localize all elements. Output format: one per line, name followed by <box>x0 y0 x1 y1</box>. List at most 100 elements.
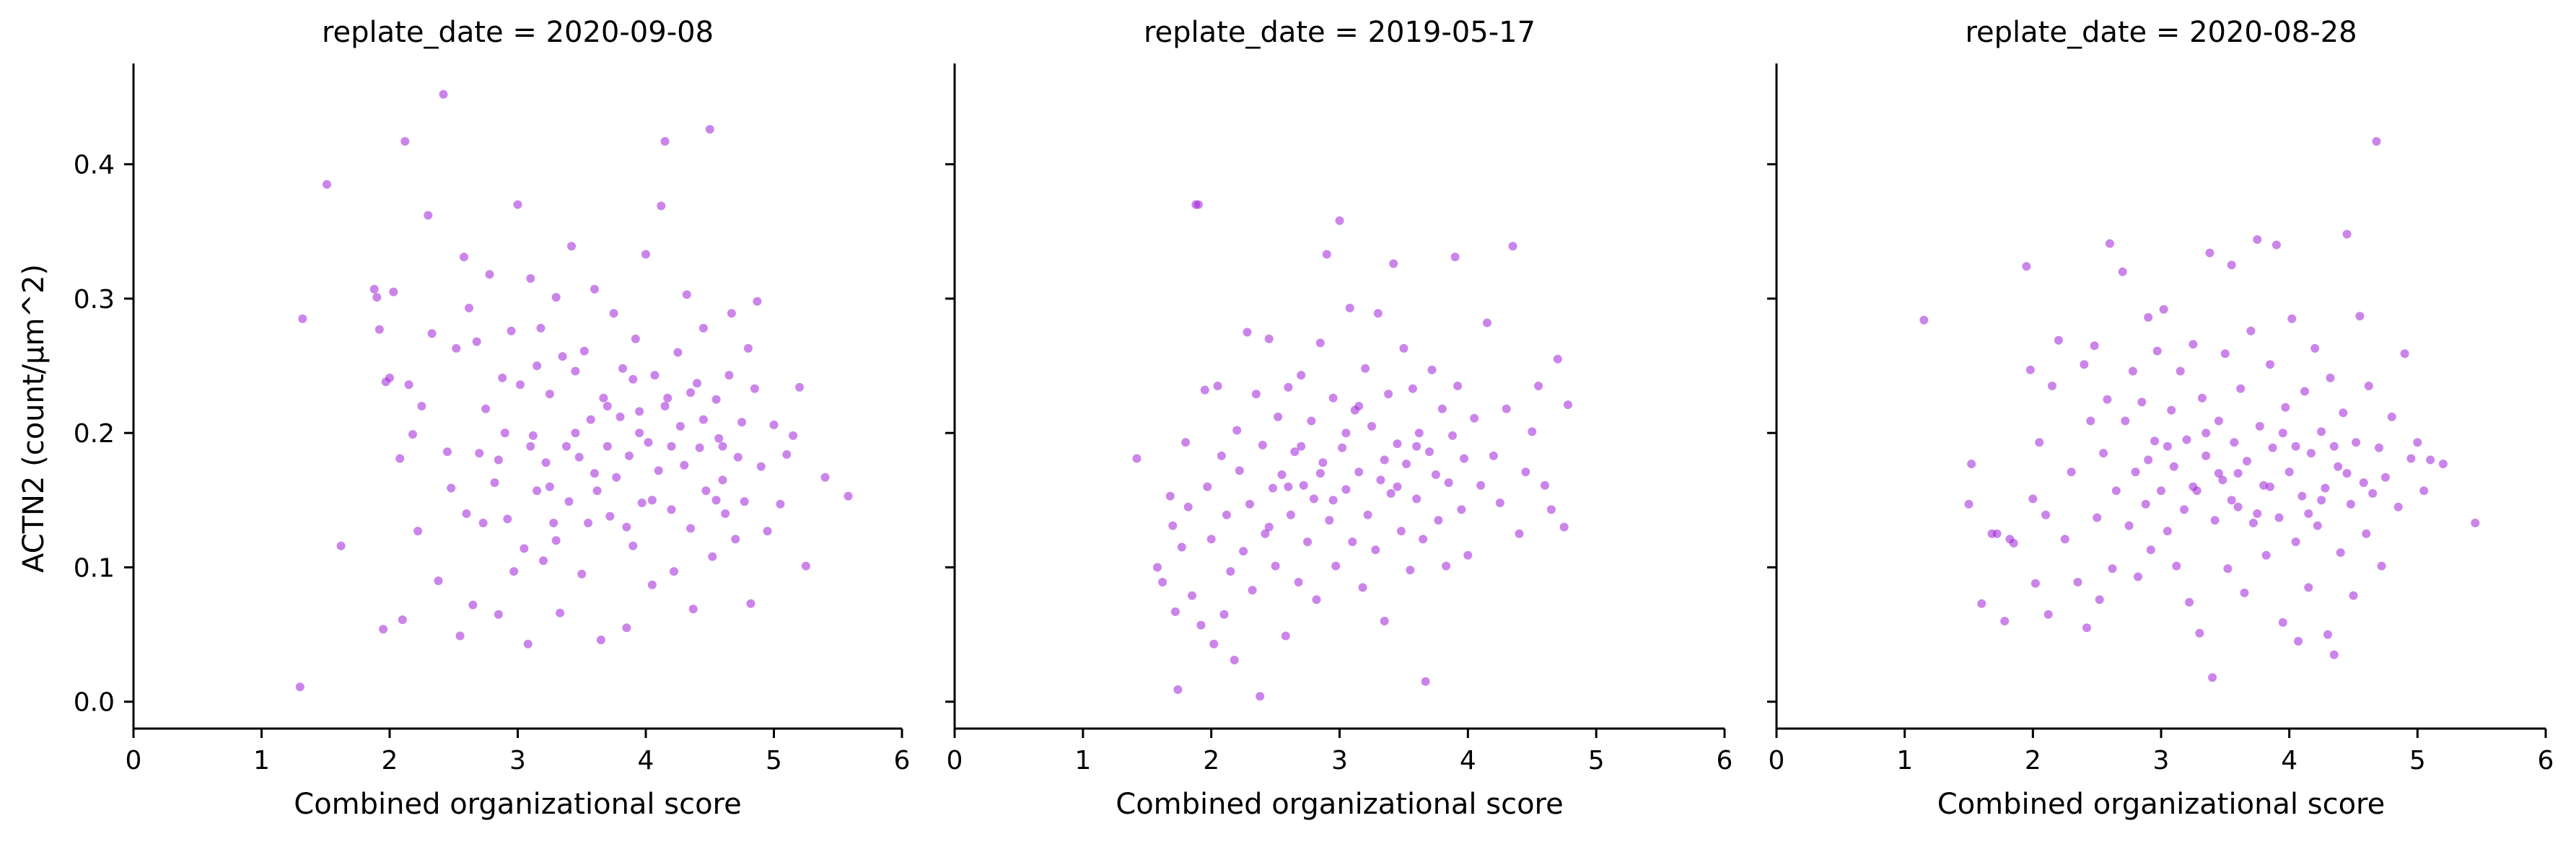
data-point <box>2268 443 2277 452</box>
data-point <box>1393 482 1402 491</box>
data-point <box>465 304 473 312</box>
data-point <box>2233 502 2243 511</box>
data-point <box>2167 405 2176 415</box>
data-point <box>644 438 653 447</box>
data-point <box>1206 535 1216 544</box>
x-tick-label: 4 <box>2281 746 2297 775</box>
data-point <box>1177 542 1186 552</box>
x-tick-label: 0 <box>126 746 142 775</box>
x-tick-label: 2 <box>382 746 398 775</box>
data-point <box>2426 455 2435 465</box>
data-point <box>520 544 529 553</box>
x-tick-label: 4 <box>1460 746 1476 775</box>
data-point <box>2329 441 2339 451</box>
data-point <box>2043 610 2053 619</box>
data-point <box>2380 472 2390 482</box>
data-point <box>1559 522 1569 532</box>
data-point <box>657 201 666 211</box>
data-point <box>1421 677 1430 686</box>
data-point <box>1470 413 1479 423</box>
data-point <box>686 388 696 397</box>
data-point <box>695 443 704 452</box>
data-point <box>2009 539 2018 548</box>
data-point <box>746 599 755 608</box>
data-point <box>1286 510 1295 519</box>
data-point <box>1315 469 1325 478</box>
data-point <box>2323 630 2332 639</box>
data-point <box>2346 499 2355 509</box>
data-point <box>2387 412 2396 421</box>
data-point <box>1386 489 1396 498</box>
y-axis-label: ACTN2 (count/µm^2) <box>17 264 51 573</box>
data-point <box>1209 639 1219 649</box>
data-point <box>1371 545 1380 555</box>
facet-panel-3: replate_date = 2020-08-28 0 1 2 3 4 5 6 Combined… <box>1767 16 2554 821</box>
y-tick-label: 0.0 <box>74 688 115 718</box>
data-point <box>586 415 595 424</box>
data-point <box>2182 435 2191 444</box>
data-point <box>2144 313 2153 322</box>
data-point <box>442 447 452 457</box>
data-point <box>2022 262 2031 271</box>
x-tick-label: 5 <box>1588 746 1605 775</box>
data-point <box>536 323 546 333</box>
data-point <box>1170 607 1180 616</box>
data-point <box>562 441 571 451</box>
data-point <box>590 469 599 478</box>
data-point <box>2359 478 2368 488</box>
data-point <box>603 441 612 451</box>
data-point <box>1230 656 1239 664</box>
data-point <box>1396 527 1406 536</box>
panel-title: replate_date = 2019-05-17 <box>1144 16 1535 49</box>
data-point <box>2090 341 2099 351</box>
data-point <box>439 89 448 99</box>
data-point <box>408 430 417 439</box>
data-point <box>2189 340 2198 349</box>
data-point <box>714 434 724 443</box>
data-point <box>2208 673 2217 682</box>
data-point <box>631 334 640 343</box>
data-point <box>577 569 587 579</box>
data-point <box>844 491 853 501</box>
data-point <box>1299 480 1308 490</box>
data-point <box>545 390 554 399</box>
data-point <box>541 458 551 467</box>
data-point <box>1399 343 1409 353</box>
data-point <box>2202 428 2211 438</box>
data-point <box>615 412 625 421</box>
data-point <box>641 250 650 259</box>
data-point <box>2131 467 2140 477</box>
data-point <box>395 454 405 463</box>
data-point <box>1271 561 1280 571</box>
data-point <box>1448 431 1457 440</box>
data-point <box>2054 335 2063 345</box>
data-point <box>485 270 494 279</box>
data-point <box>733 452 742 462</box>
data-point <box>1437 404 1447 413</box>
data-point <box>2121 416 2130 426</box>
data-point <box>462 509 471 518</box>
data-point <box>372 293 382 302</box>
data-point <box>389 287 398 296</box>
data-point <box>2230 438 2239 447</box>
data-point <box>637 498 647 508</box>
data-point <box>1183 502 1193 511</box>
data-point <box>478 519 488 527</box>
data-point <box>2336 548 2345 557</box>
data-point <box>618 364 627 373</box>
data-point <box>2274 513 2284 522</box>
data-point <box>2025 365 2035 374</box>
data-point <box>2103 395 2112 404</box>
data-point <box>2471 519 2480 527</box>
data-point <box>417 402 426 410</box>
data-point <box>1380 455 1389 465</box>
data-point <box>533 361 542 371</box>
data-point <box>2342 469 2352 478</box>
data-point <box>2159 304 2168 314</box>
data-point <box>727 309 736 318</box>
data-point <box>609 309 618 318</box>
data-point <box>523 639 533 649</box>
data-point <box>2095 595 2104 605</box>
data-point <box>2261 550 2271 560</box>
data-point <box>1534 382 1543 390</box>
